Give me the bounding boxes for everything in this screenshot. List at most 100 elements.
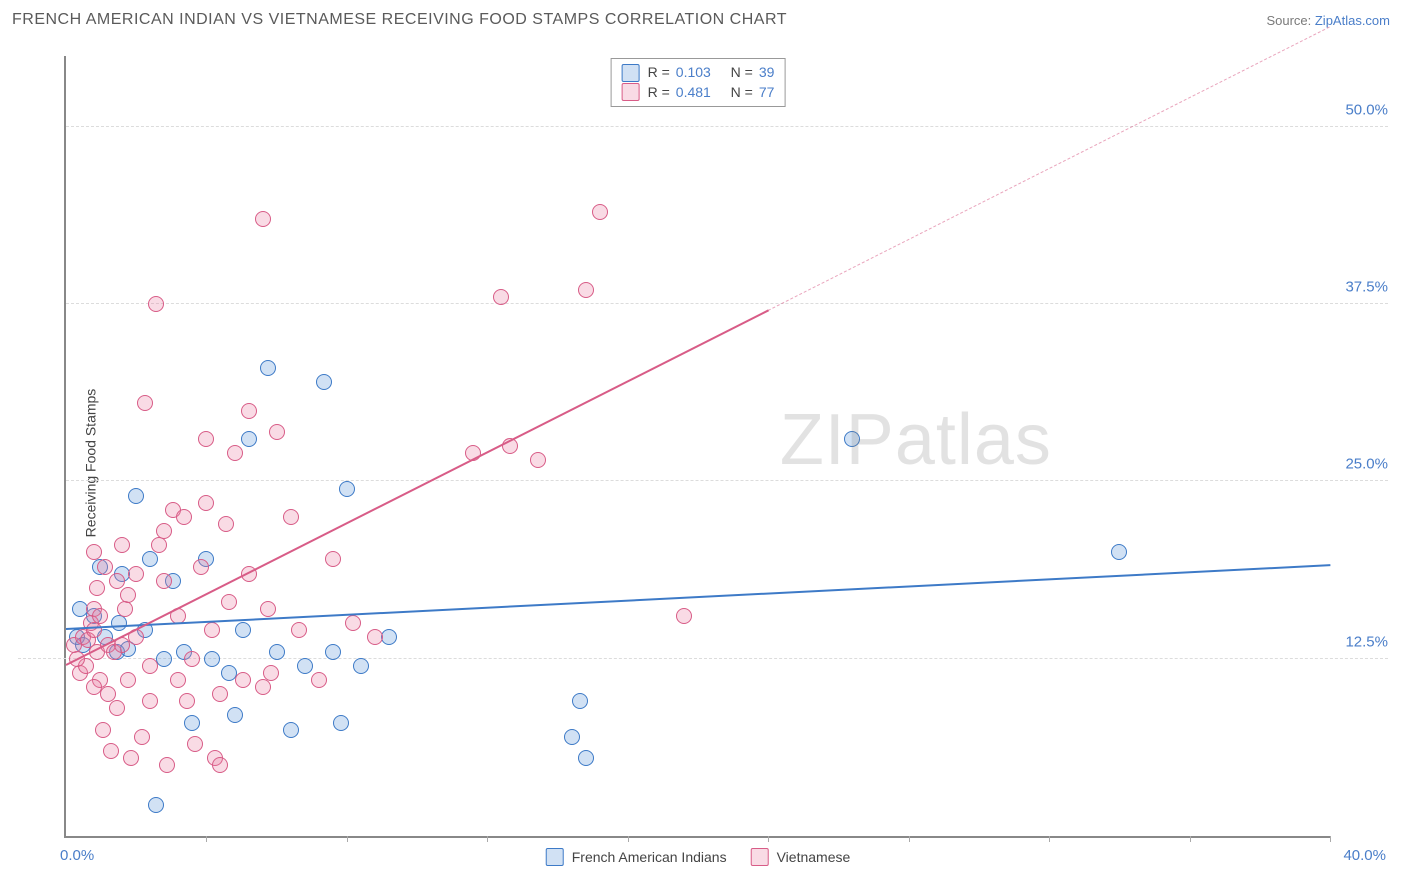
correlation-row-2: R = 0.481 N = 77 xyxy=(622,83,775,103)
trend-line xyxy=(768,27,1330,312)
x-tick xyxy=(487,836,488,842)
scatter-point xyxy=(103,743,119,759)
y-tick-label: 37.5% xyxy=(1345,279,1388,296)
scatter-point xyxy=(227,445,243,461)
scatter-point xyxy=(333,715,349,731)
scatter-point xyxy=(283,722,299,738)
legend-item-1: French American Indians xyxy=(546,848,727,866)
scatter-point xyxy=(311,672,327,688)
scatter-point xyxy=(844,431,860,447)
watermark-zip: ZIP xyxy=(780,400,895,480)
correlation-legend: R = 0.103 N = 39 R = 0.481 N = 77 xyxy=(611,58,786,107)
scatter-point xyxy=(176,509,192,525)
x-tick xyxy=(1190,836,1191,842)
scatter-point xyxy=(86,622,102,638)
scatter-point xyxy=(325,551,341,567)
scatter-point xyxy=(92,608,108,624)
scatter-point xyxy=(86,679,102,695)
scatter-point xyxy=(204,622,220,638)
scatter-point xyxy=(89,580,105,596)
y-tick-label: 50.0% xyxy=(1345,101,1388,118)
series-legend: French American Indians Vietnamese xyxy=(546,848,851,866)
source-link[interactable]: ZipAtlas.com xyxy=(1315,13,1390,28)
scatter-point xyxy=(148,296,164,312)
scatter-point xyxy=(148,797,164,813)
scatter-point xyxy=(142,551,158,567)
scatter-point xyxy=(117,601,133,617)
scatter-point xyxy=(291,622,307,638)
scatter-point xyxy=(263,665,279,681)
scatter-point xyxy=(227,707,243,723)
scatter-point xyxy=(212,757,228,773)
scatter-point xyxy=(297,658,313,674)
x-end-label: 40.0% xyxy=(1343,847,1386,864)
legend-item-2: Vietnamese xyxy=(751,848,851,866)
scatter-point xyxy=(128,488,144,504)
scatter-point xyxy=(241,403,257,419)
scatter-point xyxy=(381,629,397,645)
chart-container: Receiving Food Stamps ZIPatlas R = 0.103… xyxy=(10,44,1396,882)
x-tick xyxy=(768,836,769,842)
scatter-point xyxy=(260,601,276,617)
grid-line xyxy=(18,658,1388,659)
y-tick-label: 12.5% xyxy=(1345,633,1388,650)
r-prefix: R = xyxy=(648,63,670,83)
x-tick xyxy=(1330,836,1331,842)
scatter-point xyxy=(269,644,285,660)
swatch-series-2 xyxy=(622,83,640,101)
scatter-point xyxy=(204,651,220,667)
scatter-point xyxy=(255,211,271,227)
watermark-atlas: atlas xyxy=(895,400,1052,480)
legend-label-1: French American Indians xyxy=(572,849,727,865)
scatter-point xyxy=(114,537,130,553)
x-tick xyxy=(347,836,348,842)
scatter-point xyxy=(184,651,200,667)
scatter-point xyxy=(316,374,332,390)
source-attribution: Source: ZipAtlas.com xyxy=(1266,13,1390,28)
scatter-point xyxy=(493,289,509,305)
n-value-1: 39 xyxy=(759,63,775,83)
scatter-point xyxy=(134,729,150,745)
scatter-point xyxy=(128,566,144,582)
x-tick xyxy=(628,836,629,842)
scatter-point xyxy=(345,615,361,631)
scatter-point xyxy=(137,395,153,411)
scatter-point xyxy=(255,679,271,695)
scatter-point xyxy=(325,644,341,660)
header-bar: FRENCH AMERICAN INDIAN VS VIETNAMESE REC… xyxy=(0,0,1406,40)
x-tick xyxy=(909,836,910,842)
scatter-point xyxy=(212,686,228,702)
scatter-point xyxy=(120,672,136,688)
y-tick-label: 25.0% xyxy=(1345,456,1388,473)
scatter-point xyxy=(1111,544,1127,560)
scatter-point xyxy=(179,693,195,709)
scatter-point xyxy=(367,629,383,645)
scatter-point xyxy=(260,360,276,376)
n-prefix: N = xyxy=(731,83,753,103)
watermark: ZIPatlas xyxy=(780,399,1052,481)
scatter-point xyxy=(142,658,158,674)
chart-title: FRENCH AMERICAN INDIAN VS VIETNAMESE REC… xyxy=(12,11,787,29)
scatter-point xyxy=(221,594,237,610)
scatter-point xyxy=(283,509,299,525)
scatter-point xyxy=(156,523,172,539)
grid-line xyxy=(66,303,1388,304)
scatter-point xyxy=(193,559,209,575)
scatter-point xyxy=(86,544,102,560)
n-prefix: N = xyxy=(731,63,753,83)
scatter-point xyxy=(269,424,285,440)
scatter-point xyxy=(578,750,594,766)
scatter-point xyxy=(241,431,257,447)
r-value-2: 0.481 xyxy=(676,83,711,103)
scatter-point xyxy=(187,736,203,752)
scatter-point xyxy=(109,700,125,716)
swatch-series-2-bottom xyxy=(751,848,769,866)
scatter-point xyxy=(353,658,369,674)
scatter-point xyxy=(578,282,594,298)
grid-line xyxy=(66,126,1388,127)
scatter-point xyxy=(592,204,608,220)
scatter-point xyxy=(198,431,214,447)
grid-line xyxy=(66,480,1388,481)
scatter-point xyxy=(123,750,139,766)
scatter-point xyxy=(159,757,175,773)
